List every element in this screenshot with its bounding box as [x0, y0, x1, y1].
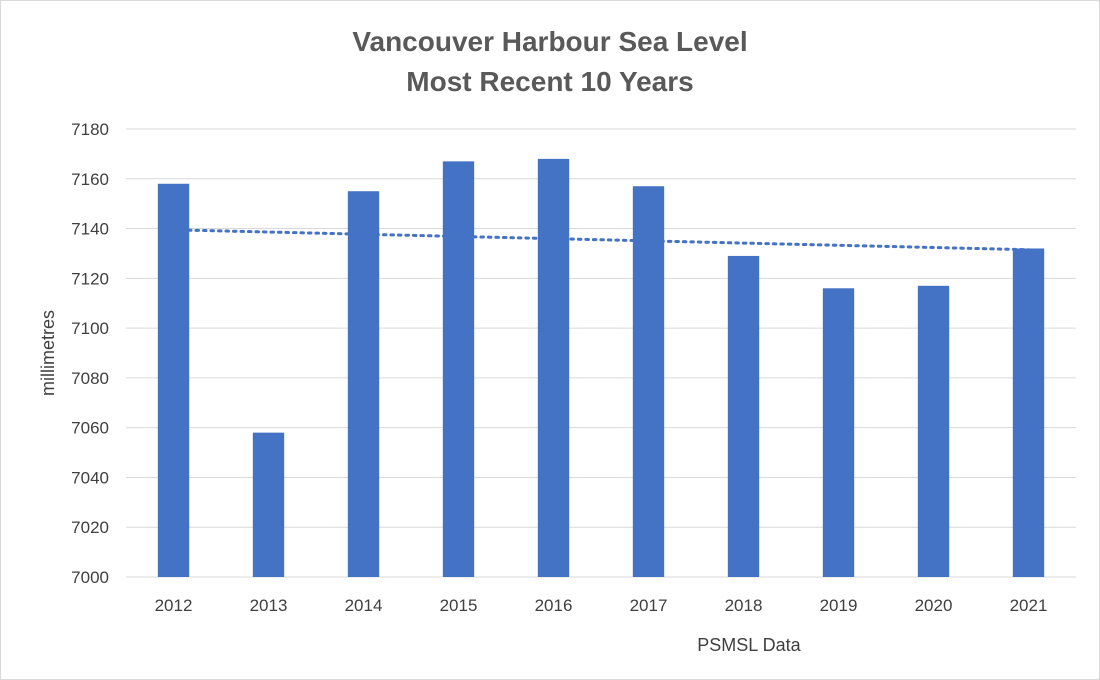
x-axis-label: PSMSL Data	[697, 635, 801, 655]
bar-2016	[537, 158, 570, 577]
bar-2019	[822, 288, 855, 577]
y-tick-label: 7180	[71, 120, 109, 139]
bar-2020	[917, 285, 950, 577]
bar-2014	[347, 191, 380, 577]
trendline	[172, 228, 1030, 252]
x-tick-label: 2020	[915, 596, 953, 615]
x-tick-label: 2015	[440, 596, 478, 615]
bar-2015	[442, 161, 475, 577]
chart-title: Vancouver Harbour Sea Level	[352, 26, 747, 57]
gridlines	[126, 128, 1076, 578]
x-tick-label: 2013	[250, 596, 288, 615]
chart-subtitle: Most Recent 10 Years	[406, 66, 693, 97]
bar-2012	[157, 183, 190, 577]
y-tick-label: 7060	[71, 419, 109, 438]
x-tick-label: 2021	[1010, 596, 1048, 615]
x-tick-label: 2019	[820, 596, 858, 615]
y-tick-label: 7100	[71, 319, 109, 338]
x-tick-label: 2014	[345, 596, 383, 615]
bars	[157, 158, 1045, 577]
bar-2017	[632, 186, 665, 577]
x-tick-label: 2018	[725, 596, 763, 615]
x-axis-ticks: 2012 2013 2014 2015 2016 2017 2018 2019 2020 2021	[155, 596, 1048, 615]
y-tick-label: 7120	[71, 269, 109, 288]
y-tick-label: 7140	[71, 220, 109, 239]
x-tick-label: 2012	[155, 596, 193, 615]
y-tick-label: 7040	[71, 468, 109, 487]
y-tick-label: 7080	[71, 369, 109, 388]
y-tick-label: 7160	[71, 170, 109, 189]
trendline-group	[172, 228, 1030, 252]
y-tick-label: 7020	[71, 518, 109, 537]
bar-2013	[252, 432, 285, 577]
bar-2021	[1012, 248, 1045, 577]
y-axis-label: millimetres	[38, 310, 58, 396]
y-tick-label: 7000	[71, 568, 109, 587]
x-tick-label: 2017	[630, 596, 668, 615]
x-tick-label: 2016	[535, 596, 573, 615]
bar-2018	[727, 255, 760, 577]
y-axis-ticks: 7000 7020 7040 7060 7080 7100 7120 7140 7160 7180	[71, 120, 109, 587]
